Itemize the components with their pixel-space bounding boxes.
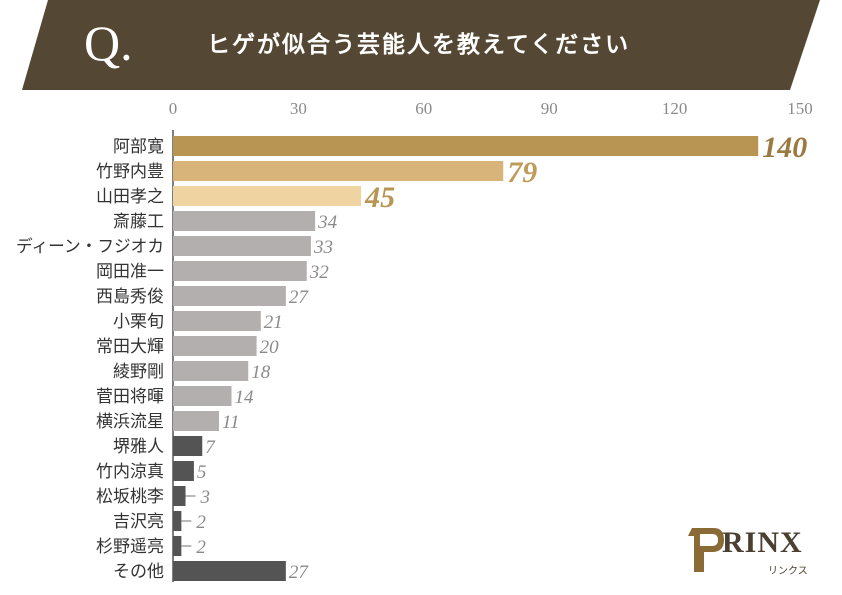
question-title: ヒゲが似合う芸能人を教えてください (207, 32, 631, 58)
x-tick-label: 0 (169, 99, 178, 118)
x-tick-label: 60 (415, 99, 432, 118)
value-label: 79 (507, 156, 537, 189)
category-label: 竹野内豊 (96, 162, 164, 182)
value-label: 21 (264, 312, 283, 333)
value-label: 140 (762, 131, 807, 164)
category-label: 菅田将暉 (96, 387, 164, 407)
bar (173, 436, 203, 456)
value-label: 27 (289, 287, 310, 308)
bar (173, 511, 182, 531)
value-label: 20 (260, 337, 280, 358)
bar (173, 561, 286, 581)
category-label: 杉野遥亮 (96, 537, 164, 557)
category-label: 小栗旬 (113, 312, 164, 332)
bar (173, 136, 759, 156)
bar (173, 486, 186, 506)
bar (173, 336, 257, 356)
category-label: 西島秀俊 (96, 287, 164, 307)
logo-emblem-icon (688, 528, 724, 572)
category-label: 岡田准一 (96, 262, 164, 282)
bar (173, 286, 286, 306)
bar (173, 361, 249, 381)
bar (173, 386, 232, 406)
x-tick-label: 150 (787, 99, 813, 118)
category-label: 松坂桃李 (96, 487, 164, 507)
value-label: 2 (196, 512, 206, 533)
category-label: 堺雅人 (113, 437, 164, 457)
value-label: 33 (313, 237, 333, 258)
x-tick-label: 120 (662, 99, 688, 118)
bar (173, 261, 307, 281)
category-label: 阿部寛 (113, 137, 164, 157)
value-label: 14 (235, 387, 255, 408)
category-label: 斎藤工 (113, 212, 164, 232)
value-label: 34 (317, 212, 338, 233)
category-label: 山田孝之 (96, 187, 164, 207)
x-tick-label: 30 (290, 99, 307, 118)
value-label: 11 (222, 412, 240, 433)
bar (173, 411, 219, 431)
x-tick-label: 90 (541, 99, 558, 118)
bar (173, 236, 311, 256)
bar (173, 186, 362, 206)
value-label: 7 (205, 437, 216, 458)
question-mark: Q. (84, 15, 133, 71)
value-label: 32 (309, 262, 330, 283)
brand-logo: RINX リンクス (686, 522, 826, 578)
category-label: 常田大輝 (96, 337, 164, 357)
category-label: 綾野剛 (113, 362, 164, 382)
value-label: 5 (197, 462, 207, 483)
category-label: ディーン・フジオカ (16, 236, 164, 257)
category-label: その他 (113, 562, 164, 582)
logo-text: RINX (722, 526, 803, 559)
bar (173, 536, 182, 556)
value-label: 2 (196, 537, 206, 558)
bar (173, 161, 504, 181)
logo-subtext: リンクス (768, 566, 808, 577)
category-label: 吉沢亮 (113, 512, 164, 532)
value-label: 18 (251, 362, 270, 383)
bar (173, 311, 261, 331)
category-label: 竹内涼真 (96, 462, 164, 482)
value-label: 27 (289, 562, 310, 583)
value-label: 3 (200, 487, 211, 508)
value-label: 45 (364, 181, 395, 214)
category-label: 横浜流星 (96, 412, 164, 432)
bar (173, 461, 194, 481)
bar (173, 211, 316, 231)
